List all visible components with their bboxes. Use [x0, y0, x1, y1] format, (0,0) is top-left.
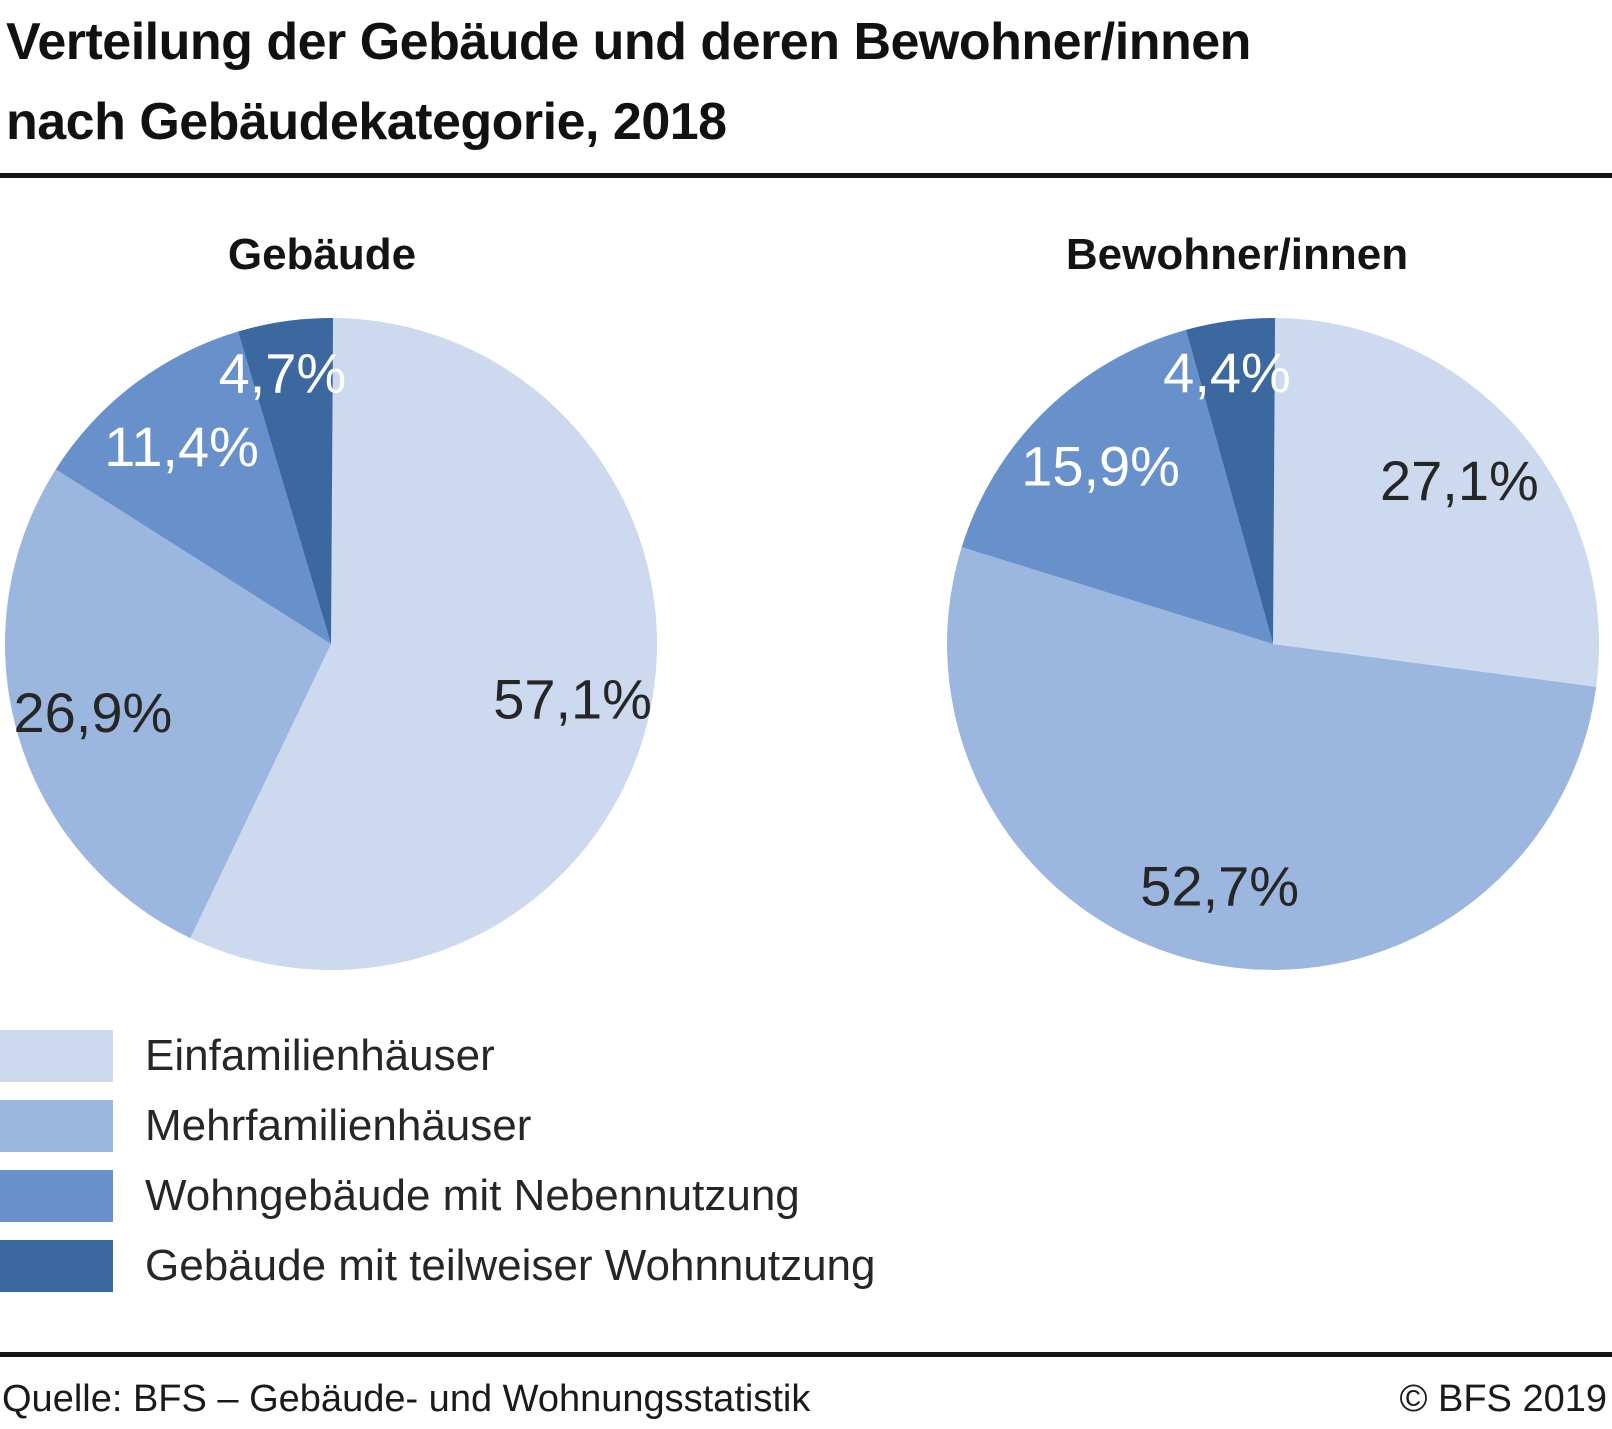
pie-1-slice-1	[947, 547, 1597, 970]
pie-0-slice-1	[4, 469, 332, 939]
legend-label-2: Wohngebäude mit Nebennutzung	[145, 1171, 800, 1220]
footer: Quelle: BFS – Gebäude- und Wohnungsstati…	[2, 1378, 1607, 1421]
pie-0-value-label-1: 26,9%	[14, 681, 173, 744]
pie-1-value-label-1: 52,7%	[1140, 855, 1299, 918]
legend-item-0: Einfamilienhäuser	[0, 1030, 876, 1082]
pie-0-value-label-2: 11,4%	[104, 415, 259, 478]
legend-swatch-2	[0, 1170, 113, 1222]
source-text: Quelle: BFS – Gebäude- und Wohnungsstati…	[2, 1378, 811, 1420]
pie-0-slice-2	[55, 331, 331, 644]
legend-item-2: Wohngebäude mit Nebennutzung	[0, 1170, 876, 1222]
legend-label-1: Mehrfamilienhäuser	[145, 1101, 532, 1150]
page-title-line-2: nach Gebäudekategorie, 2018	[6, 93, 727, 151]
pie-0-slice-3	[238, 318, 334, 644]
legend-item-1: Mehrfamilienhäuser	[0, 1100, 876, 1152]
pie-title-bewohner: Bewohner/innen	[1065, 230, 1409, 279]
legend-label-3: Gebäude mit teilweiser Wohnnutzung	[145, 1241, 876, 1290]
copyright-text: © BFS 2019	[1399, 1378, 1607, 1420]
pie-1-value-label-3: 4,4%	[1163, 341, 1291, 404]
pie-1-value-label-2: 15,9%	[1021, 435, 1180, 498]
legend-item-3: Gebäude mit teilweiser Wohnnutzung	[0, 1240, 876, 1292]
pie-0-value-label-0: 57,1%	[493, 667, 652, 730]
pie-1-value-label-0: 27,1%	[1380, 449, 1539, 512]
footer-divider	[0, 1352, 1612, 1357]
pie-1-slice-3	[1185, 318, 1276, 644]
pie-title-gebaeude: Gebäude	[227, 230, 417, 279]
page-title: Verteilung der Gebäude und deren Bewohne…	[6, 0, 1251, 162]
title-divider	[0, 173, 1612, 178]
legend-swatch-1	[0, 1100, 113, 1152]
legend-swatch-3	[0, 1240, 113, 1292]
legend-swatch-0	[0, 1030, 113, 1082]
pie-1-slice-2	[961, 329, 1273, 644]
pie-1-slice-0	[1273, 318, 1600, 687]
pie-0-value-label-3: 4,7%	[219, 341, 347, 404]
pie-0-slice-0	[190, 318, 657, 970]
legend: Einfamilienhäuser Mehrfamilienhäuser Wohng…	[0, 1030, 876, 1310]
page-title-line-1: Verteilung der Gebäude und deren Bewohne…	[6, 13, 1251, 71]
legend-label-0: Einfamilienhäuser	[145, 1031, 495, 1080]
